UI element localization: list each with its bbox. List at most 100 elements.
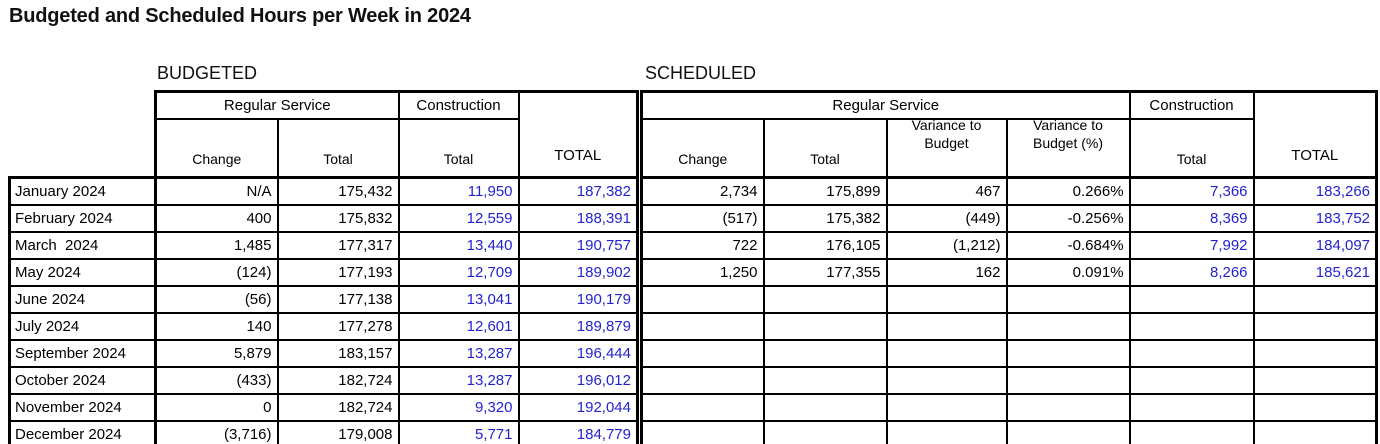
budgeted-grand-total-cell: 189,879 (517, 312, 639, 341)
table-row: February 2024 400 175,832 12,559 188,391 (8, 204, 639, 233)
scheduled-grand-total-cell (1252, 420, 1379, 444)
budgeted-change-header: Change (154, 118, 279, 179)
budgeted-construction-total-cell: 13,287 (397, 339, 520, 368)
scheduled-total-cell: 177,355 (762, 258, 888, 287)
scheduled-construction-total-cell (1128, 366, 1255, 395)
table-row: December 2024 (3,716) 179,008 5,771 184,… (8, 420, 639, 444)
budgeted-construction-total-cell: 13,287 (397, 366, 520, 395)
month-cell: February 2024 (8, 204, 157, 233)
variance-to-budget-pct-header: Variance to Budget (%) (1005, 118, 1131, 179)
scheduled-total-cell: 176,105 (762, 231, 888, 260)
scheduled-regular-service-header: Regular Service (639, 90, 1131, 120)
budgeted-total-cell: 175,832 (276, 204, 400, 233)
scheduled-total-cell: 175,899 (762, 176, 888, 206)
scheduled-construction-total-cell: 7,992 (1128, 231, 1255, 260)
page-title: Budgeted and Scheduled Hours per Week in… (9, 5, 471, 27)
scheduled-variance-pct-cell: 0.266% (1005, 176, 1131, 206)
budgeted-total-cell: 182,724 (276, 366, 400, 395)
scheduled-construction-total-cell (1128, 420, 1255, 444)
budgeted-table: Regular Service Construction TOTAL Chang… (8, 90, 639, 444)
scheduled-table: Regular Service Construction TOTAL Chang… (639, 90, 1379, 444)
scheduled-total-header: Total (762, 118, 888, 179)
scheduled-change-cell (640, 339, 765, 368)
budgeted-construction-total-cell: 12,709 (397, 258, 520, 287)
scheduled-variance-pct-cell: -0.256% (1005, 204, 1131, 233)
budgeted-change-cell: 0 (154, 393, 279, 422)
scheduled-change-cell: 2,734 (640, 176, 765, 206)
scheduled-construction-total-cell (1128, 393, 1255, 422)
scheduled-total-cell (762, 312, 888, 341)
budgeted-total-cell: 183,157 (276, 339, 400, 368)
scheduled-grand-total-cell (1252, 393, 1379, 422)
scheduled-construction-total-cell (1128, 285, 1255, 314)
scheduled-total-cell (762, 366, 888, 395)
budgeted-change-cell: 1,485 (154, 231, 279, 260)
scheduled-construction-total-cell: 8,266 (1128, 258, 1255, 287)
table-row: June 2024 (56) 177,138 13,041 190,179 (8, 285, 639, 314)
month-cell: March 2024 (8, 231, 157, 260)
table-row: 722 176,105 (1,212) -0.684% 7,992 184,09… (640, 231, 1379, 260)
scheduled-variance-cell: (449) (885, 204, 1008, 233)
table-row: January 2024 N/A 175,432 11,950 187,382 (8, 176, 639, 206)
scheduled-change-cell: 1,250 (640, 258, 765, 287)
scheduled-total-cell (762, 285, 888, 314)
scheduled-grand-total-cell: 184,097 (1252, 231, 1379, 260)
scheduled-change-header: Change (640, 118, 765, 179)
scheduled-construction-total-cell (1128, 339, 1255, 368)
variance-to-budget-header: Variance to Budget (885, 118, 1008, 179)
budgeted-column-header-row: Change Total Total (10, 118, 638, 179)
scheduled-variance-pct-cell (1005, 285, 1131, 314)
budgeted-construction-header: Construction (397, 90, 520, 120)
scheduled-grand-total-header: TOTAL (1252, 90, 1379, 179)
scheduled-change-cell (640, 366, 765, 395)
budgeted-grand-total-cell: 187,382 (517, 176, 639, 206)
table-row: November 2024 0 182,724 9,320 192,044 (8, 393, 639, 422)
scheduled-construction-total-cell: 7,366 (1128, 176, 1255, 206)
budgeted-change-cell: 5,879 (154, 339, 279, 368)
table-row: 1,250 177,355 162 0.091% 8,266 185,621 (640, 258, 1379, 287)
scheduled-total-cell (762, 393, 888, 422)
scheduled-total-cell (762, 420, 888, 444)
scheduled-variance-pct-cell (1005, 366, 1131, 395)
table-row: March 2024 1,485 177,317 13,440 190,757 (8, 231, 639, 260)
scheduled-variance-cell: 467 (885, 176, 1008, 206)
budgeted-grand-total-cell: 190,179 (517, 285, 639, 314)
scheduled-variance-cell (885, 339, 1008, 368)
scheduled-variance-pct-cell (1005, 420, 1131, 444)
budgeted-change-cell: 400 (154, 204, 279, 233)
scheduled-grand-total-cell: 185,621 (1252, 258, 1379, 287)
scheduled-variance-cell (885, 393, 1008, 422)
budgeted-grand-total-cell: 196,444 (517, 339, 639, 368)
month-cell: January 2024 (8, 176, 157, 206)
month-cell: October 2024 (8, 366, 157, 395)
table-row: July 2024 140 177,278 12,601 189,879 (8, 312, 639, 341)
budgeted-total-cell: 177,278 (276, 312, 400, 341)
scheduled-change-cell: 722 (640, 231, 765, 260)
budgeted-total-header: Total (276, 118, 400, 179)
month-cell: September 2024 (8, 339, 157, 368)
table-row (640, 285, 1379, 314)
scheduled-group-header-row: Regular Service Construction TOTAL (639, 90, 1379, 179)
table-row: September 2024 5,879 183,157 13,287 196,… (8, 339, 639, 368)
scheduled-grand-total-cell: 183,266 (1252, 176, 1379, 206)
budgeted-total-cell: 177,138 (276, 285, 400, 314)
scheduled-grand-total-cell (1252, 339, 1379, 368)
scheduled-construction-total-cell: 8,369 (1128, 204, 1255, 233)
scheduled-column-header-row: Change Total Variance to Budget Variance… (640, 118, 1377, 179)
scheduled-change-cell (640, 420, 765, 444)
month-cell: July 2024 (8, 312, 157, 341)
table-row (640, 420, 1379, 444)
budgeted-construction-total-cell: 5,771 (397, 420, 520, 444)
scheduled-construction-header: Construction (1128, 90, 1255, 120)
budgeted-total-cell: 182,724 (276, 393, 400, 422)
budgeted-change-cell: (124) (154, 258, 279, 287)
scheduled-change-cell (640, 312, 765, 341)
scheduled-variance-cell (885, 366, 1008, 395)
budgeted-grand-total-cell: 184,779 (517, 420, 639, 444)
scheduled-variance-cell (885, 285, 1008, 314)
scheduled-grand-total-cell (1252, 312, 1379, 341)
budgeted-construction-total-cell: 9,320 (397, 393, 520, 422)
scheduled-variance-cell (885, 312, 1008, 341)
scheduled-variance-pct-cell: -0.684% (1005, 231, 1131, 260)
